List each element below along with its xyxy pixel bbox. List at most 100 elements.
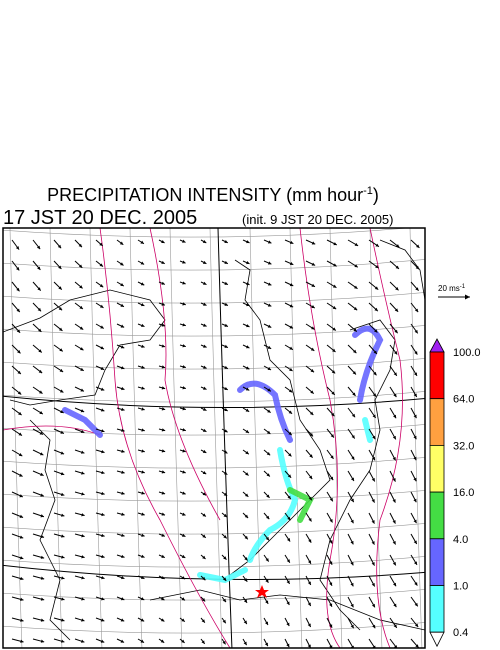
wind-head bbox=[308, 518, 312, 522]
wind-head bbox=[160, 618, 165, 622]
scale-vector-text: 20 ms bbox=[438, 284, 460, 293]
wind-arrow bbox=[263, 281, 272, 286]
wind-arrow bbox=[32, 428, 44, 435]
wind-head bbox=[161, 344, 166, 348]
grid-line bbox=[9, 228, 23, 648]
wind-head bbox=[60, 472, 65, 476]
wind-head bbox=[393, 393, 397, 398]
wind-head bbox=[121, 449, 125, 453]
wind-head bbox=[350, 519, 354, 524]
wind-arrow bbox=[284, 407, 293, 415]
wind-head bbox=[310, 347, 315, 351]
wind-head bbox=[38, 369, 43, 374]
wind-head bbox=[182, 281, 186, 285]
wind-head bbox=[121, 512, 125, 516]
wind-arrow bbox=[389, 533, 397, 545]
wind-head bbox=[267, 388, 271, 392]
wind-arrow bbox=[200, 512, 207, 517]
wind-head bbox=[140, 240, 144, 244]
wind-head bbox=[414, 329, 418, 334]
wind-arrow bbox=[116, 260, 124, 266]
wind-arrow bbox=[137, 260, 145, 265]
wind-arrow bbox=[11, 365, 22, 375]
wind-arrow bbox=[221, 449, 228, 454]
wind-head bbox=[267, 240, 272, 244]
wind-arrow bbox=[32, 260, 41, 271]
wind-arrow bbox=[53, 281, 63, 290]
wind-arrow bbox=[368, 596, 376, 608]
wind-arrow bbox=[137, 302, 145, 307]
wind-arrow bbox=[410, 344, 418, 355]
wind-head bbox=[287, 538, 291, 542]
wind-head bbox=[243, 599, 248, 603]
wind-head bbox=[307, 602, 311, 607]
wind-arrow bbox=[32, 554, 45, 559]
wind-head bbox=[329, 603, 333, 607]
wind-arrow bbox=[326, 281, 337, 289]
wind-arrow bbox=[221, 239, 229, 244]
wind-arrow bbox=[32, 344, 43, 353]
wind-arrow bbox=[389, 302, 399, 313]
wind-head bbox=[224, 386, 228, 390]
wind-arrow bbox=[410, 386, 418, 398]
wind-head bbox=[374, 329, 378, 333]
wind-arrow bbox=[158, 575, 165, 580]
wind-head bbox=[99, 263, 103, 267]
wind-head bbox=[61, 534, 65, 538]
wind-head bbox=[371, 603, 375, 608]
wind-arrow bbox=[74, 617, 85, 622]
wind-arrow bbox=[263, 344, 272, 350]
wind-head bbox=[392, 435, 396, 440]
wind-arrow bbox=[74, 302, 84, 310]
wind-head bbox=[182, 260, 186, 264]
wind-arrow bbox=[95, 407, 105, 412]
wind-head bbox=[161, 281, 165, 285]
wind-arrow bbox=[242, 638, 248, 646]
wind-arrow bbox=[11, 323, 21, 334]
wind-head bbox=[181, 576, 186, 580]
wind-arrow bbox=[389, 596, 397, 608]
wind-head bbox=[329, 561, 333, 565]
wind-head bbox=[40, 472, 44, 476]
wind-arrow bbox=[305, 596, 312, 607]
wind-arrow bbox=[116, 533, 125, 537]
wind-head bbox=[353, 306, 358, 311]
wind-head bbox=[141, 512, 145, 516]
wind-head bbox=[161, 302, 165, 306]
wind-head bbox=[101, 597, 105, 601]
wind-arrow bbox=[305, 428, 314, 437]
wind-arrow bbox=[32, 638, 45, 643]
wind-head bbox=[371, 478, 375, 482]
wind-head bbox=[286, 643, 290, 648]
wind-arrow bbox=[305, 491, 313, 501]
wind-head bbox=[307, 623, 311, 628]
precipitation bbox=[237, 380, 293, 443]
wind-arrow bbox=[221, 596, 227, 603]
wind-arrow bbox=[74, 323, 84, 331]
wind-arrow bbox=[116, 638, 125, 643]
wind-arrow bbox=[158, 407, 166, 411]
wind-head bbox=[20, 639, 24, 643]
colorbar-label: 64.0 bbox=[453, 394, 474, 406]
wind-head bbox=[181, 533, 186, 537]
wind-arrow bbox=[200, 281, 207, 286]
wind-arrow bbox=[305, 638, 312, 648]
wind-arrow bbox=[284, 533, 291, 542]
wind-arrow bbox=[263, 596, 269, 605]
title-text: PRECIPITATION INTENSITY (mm hour bbox=[47, 185, 363, 205]
wind-arrow bbox=[368, 491, 375, 503]
wind-head bbox=[395, 244, 400, 248]
wind-arrow bbox=[389, 617, 398, 629]
wind-arrow bbox=[221, 302, 229, 306]
wind-arrow bbox=[305, 470, 313, 480]
wind-arrow bbox=[242, 575, 248, 583]
wind-head bbox=[413, 477, 417, 482]
wind-head bbox=[267, 409, 271, 413]
wind-arrow bbox=[221, 407, 228, 412]
wind-head bbox=[245, 451, 249, 455]
grid-line bbox=[409, 228, 423, 648]
wind-head bbox=[81, 471, 85, 475]
title-superscript: -1 bbox=[363, 185, 373, 197]
wind-head bbox=[395, 265, 399, 269]
